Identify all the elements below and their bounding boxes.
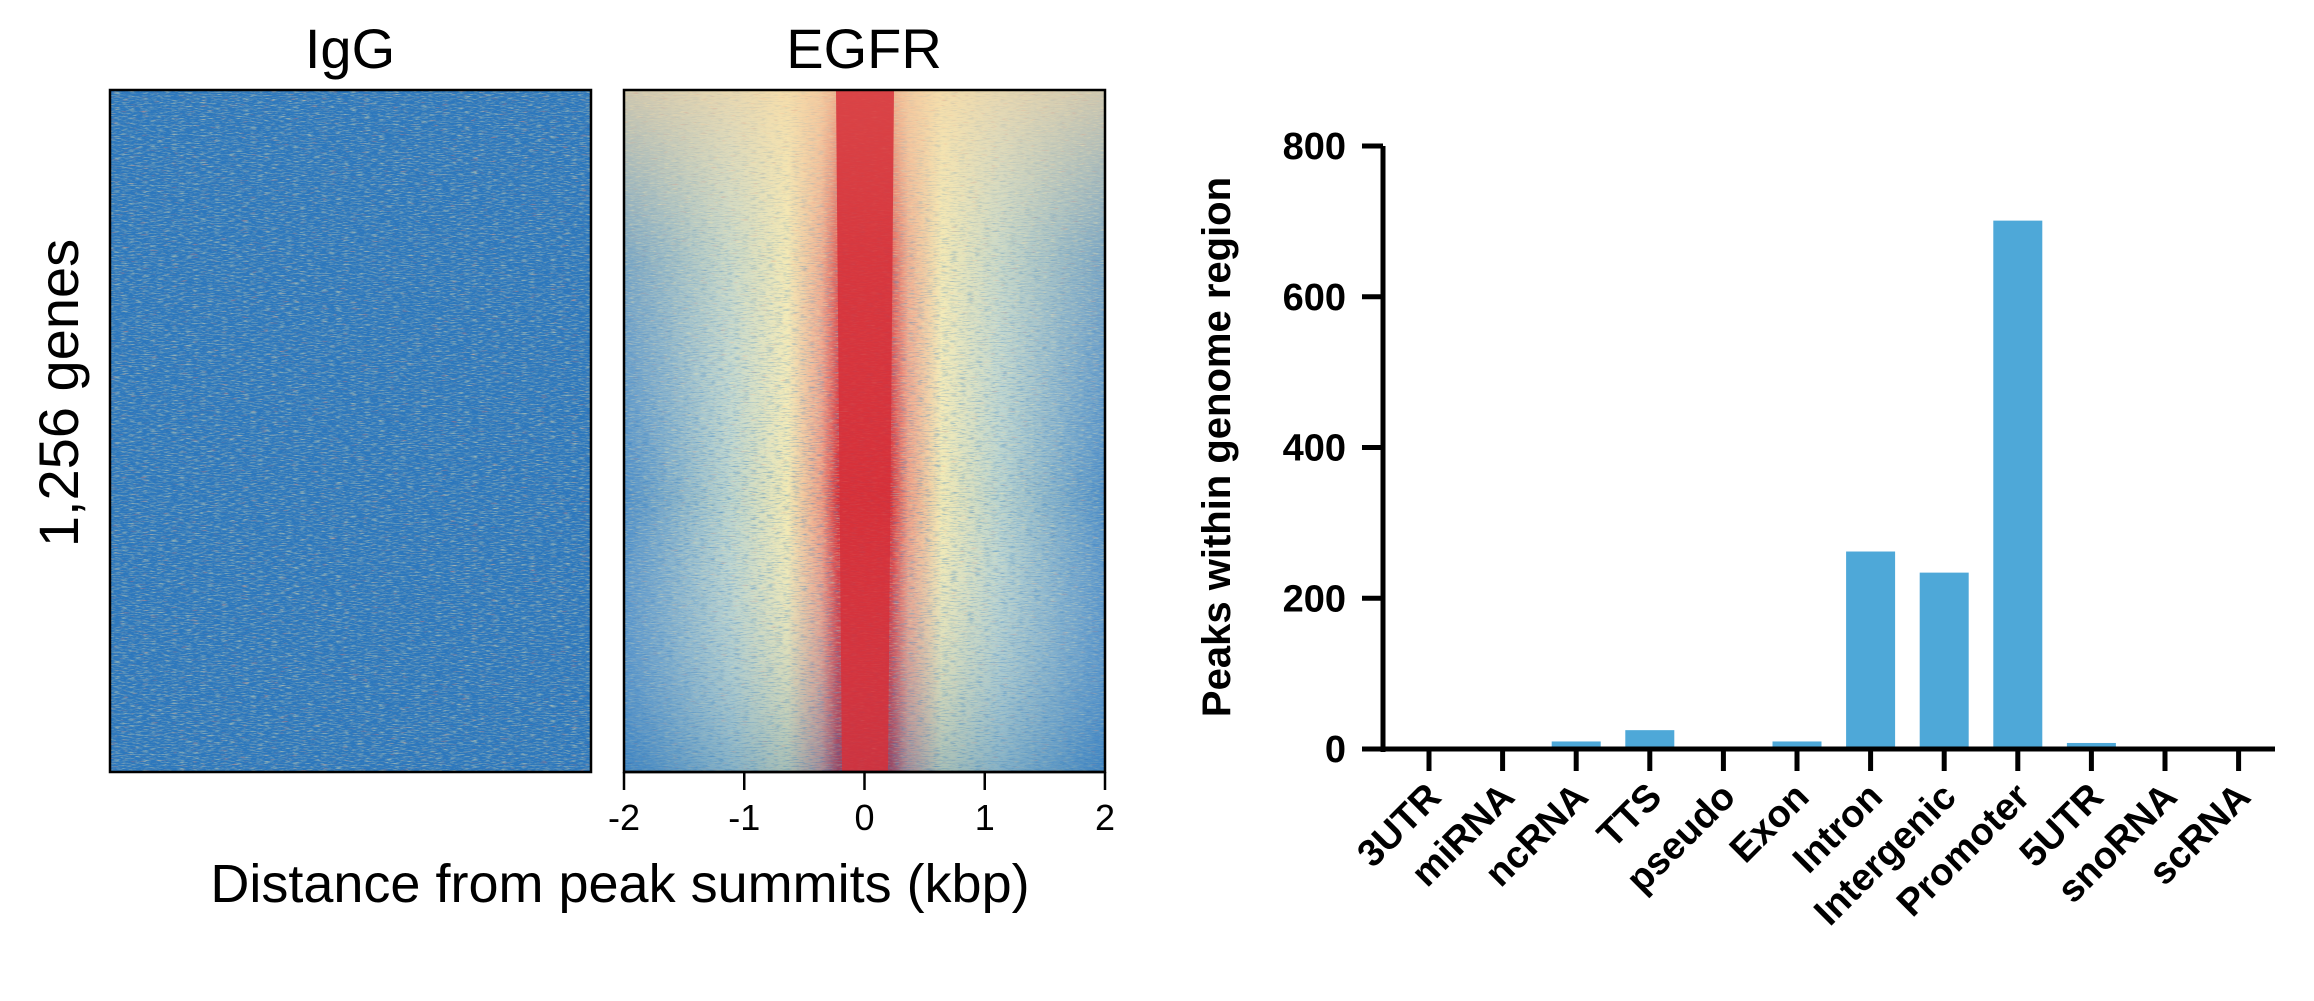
bar-tts <box>1625 730 1675 749</box>
bar-5utr <box>2066 742 2116 749</box>
heatmap-title-igg: IgG <box>305 17 395 80</box>
bar-x-axis: 3UTRmiRNAncRNATTSpseudoExonIntronInterge… <box>1349 746 2275 934</box>
heatmap-row-label: 1,256 genes <box>27 239 90 547</box>
heatmap-x-axis-label: Distance from peak summits (kbp) <box>210 854 1029 914</box>
bar-exon <box>1772 741 1822 749</box>
bar-y-tick-label: 800 <box>1283 126 1346 168</box>
bar-promoter <box>1993 220 2043 750</box>
heatmap-title-egfr: EGFR <box>786 17 942 80</box>
bar-y-tick-label: 200 <box>1283 578 1346 620</box>
bar-y-axis-label: Peaks within genome region <box>1195 177 1239 717</box>
bar-y-axis: 0 200 400 600 800 <box>1283 126 1386 771</box>
heatmap-x-tick-label: 2 <box>1095 797 1115 838</box>
heatmap-egfr-peaks <box>624 90 1105 772</box>
heatmap-x-tick-label: 1 <box>975 797 995 838</box>
bar-ncrna <box>1551 741 1601 749</box>
bar-intergenic <box>1919 572 1969 749</box>
heatmap-egfr <box>624 90 1105 772</box>
heatmap-igg-frame <box>108 88 593 774</box>
heatmap-x-axis: -2 -1 0 1 2 <box>608 770 1115 838</box>
heatmap-igg-peaks <box>110 90 591 772</box>
bar-chart <box>1551 220 2116 750</box>
bar-y-tick-label: 400 <box>1283 428 1346 470</box>
bar-intron <box>1846 551 1896 749</box>
heatmap-igg <box>110 90 591 772</box>
heatmap-x-tick-label: 0 <box>854 797 874 838</box>
heatmap-x-tick-label: -1 <box>728 797 760 838</box>
bar-y-tick-label: 600 <box>1283 277 1346 319</box>
bar-y-tick-label: 0 <box>1325 729 1346 771</box>
heatmap-x-tick-label: -2 <box>608 797 640 838</box>
